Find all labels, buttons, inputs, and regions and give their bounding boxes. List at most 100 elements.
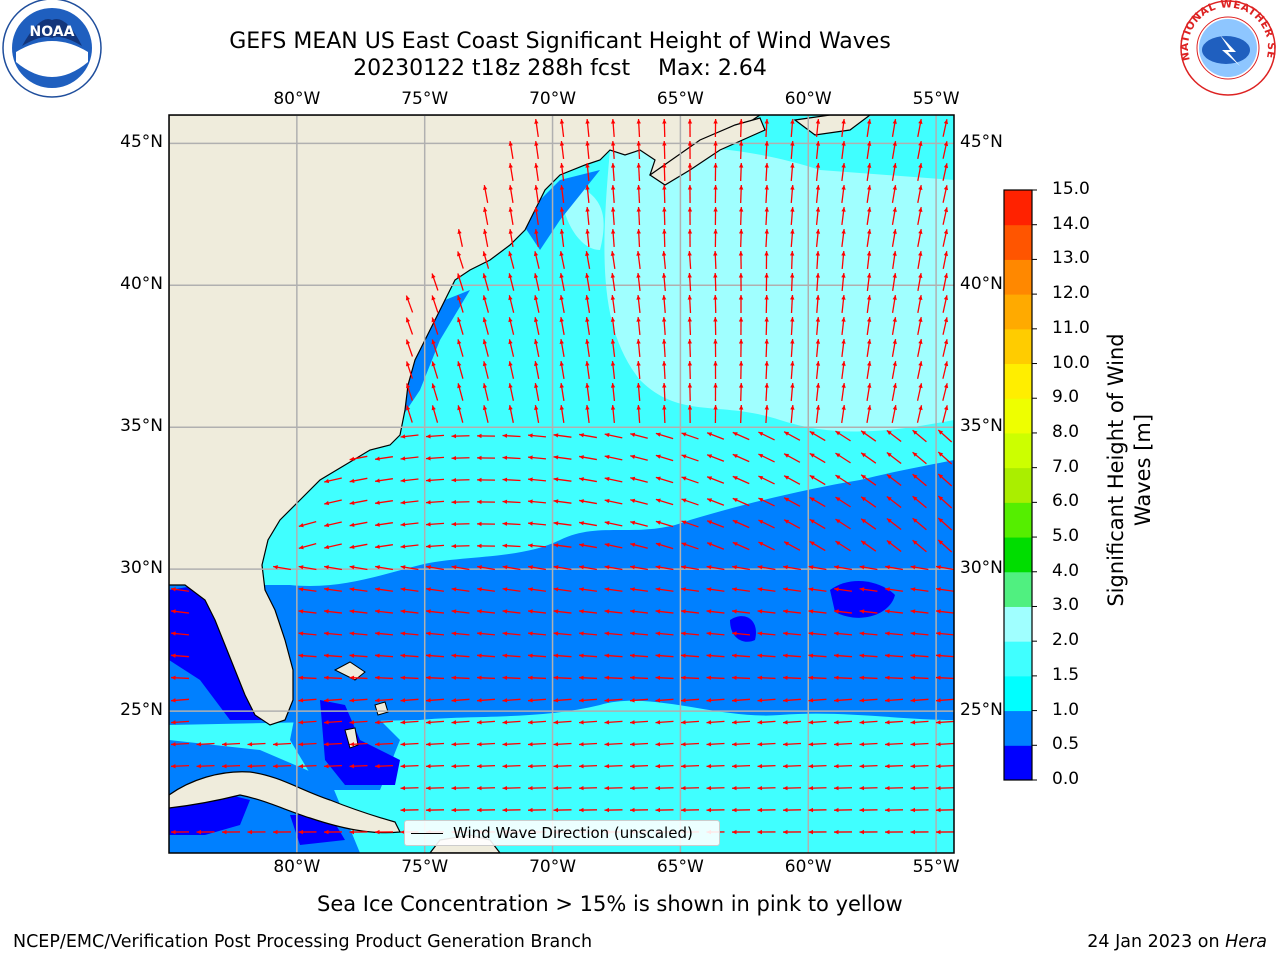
wind-wave-arrow: [916, 405, 923, 423]
wind-wave-arrow: [323, 587, 343, 592]
wind-wave-arrow: [764, 382, 769, 402]
wind-wave-arrow: [425, 720, 445, 725]
wind-wave-arrow: [451, 742, 470, 747]
wind-wave-arrow: [891, 141, 897, 159]
wind-wave-arrow: [400, 500, 419, 505]
colorbar-tick-label: 0.5: [1052, 734, 1080, 755]
wind-wave-arrow: [425, 544, 445, 549]
wind-wave-arrow: [808, 764, 827, 769]
wind-wave-arrow: [400, 544, 419, 549]
wind-wave-arrow: [790, 294, 795, 314]
wind-wave-arrow: [662, 382, 667, 402]
wind-wave-arrow: [891, 273, 897, 291]
wind-wave-arrow: [604, 476, 623, 483]
wind-wave-arrow: [533, 339, 540, 357]
lon-tick-label: 70°W: [529, 857, 577, 877]
wind-wave-arrow: [935, 609, 954, 614]
colorbar-tick-label: 9.0: [1052, 387, 1080, 408]
wind-wave-arrow: [662, 360, 667, 380]
wind-wave-arrow: [808, 807, 827, 813]
wind-wave-arrow: [247, 829, 266, 835]
wind-wave-arrow: [457, 383, 464, 401]
wind-wave-arrow: [508, 273, 515, 291]
wind-wave-arrow: [680, 807, 700, 813]
wind-wave-arrow: [323, 631, 343, 636]
wind-wave-arrow: [604, 498, 623, 505]
colorbar-label: Significant Height of Wind Waves [m]: [1100, 300, 1160, 640]
wind-wave-arrow: [425, 653, 445, 658]
wind-wave-arrow: [790, 316, 795, 336]
wind-wave-arrow: [451, 477, 470, 483]
wind-wave-arrow: [585, 295, 591, 313]
wind-wave-arrow: [502, 499, 521, 504]
wind-wave-arrow: [713, 338, 718, 358]
wind-wave-arrow: [884, 829, 904, 835]
wind-wave-arrow: [783, 519, 801, 529]
lat-tick-label: 35°N: [960, 416, 1003, 437]
wind-wave-arrow: [764, 360, 769, 380]
wind-wave-arrow: [833, 587, 853, 592]
wind-wave-arrow: [866, 383, 872, 401]
wind-wave-arrow: [610, 140, 616, 160]
wind-wave-arrow: [451, 807, 470, 813]
wind-wave-arrow: [527, 521, 547, 526]
wind-wave-arrow: [502, 675, 521, 680]
colorbar-segment: [1004, 294, 1032, 330]
wind-wave-arrow: [917, 317, 923, 335]
wind-wave-arrow: [886, 496, 902, 508]
colorbar-tick-label: 11.0: [1052, 317, 1090, 338]
wind-wave-arrow: [732, 565, 750, 571]
wind-wave-arrow: [937, 429, 953, 443]
wind-wave-arrow: [738, 404, 744, 424]
wind-wave-arrow: [579, 565, 597, 571]
wind-wave-arrow: [585, 317, 591, 335]
wind-wave-arrow: [298, 565, 317, 571]
wind-wave-arrow: [170, 698, 190, 703]
wind-wave-arrow: [809, 540, 826, 552]
wind-wave-arrow: [706, 764, 725, 769]
wind-wave-arrow: [815, 316, 821, 336]
wind-wave-arrow: [534, 206, 539, 226]
wind-wave-arrow: [859, 829, 878, 835]
wind-wave-arrow: [457, 405, 464, 423]
wind-wave-arrow: [655, 587, 674, 592]
wind-wave-arrow: [789, 250, 795, 270]
wind-wave-arrow: [527, 698, 547, 703]
wind-wave-arrow: [783, 453, 801, 463]
wind-wave-arrow: [661, 272, 667, 292]
wind-wave-arrow: [680, 742, 700, 747]
wind-wave-arrow: [782, 807, 802, 813]
wind-wave-arrow: [604, 520, 623, 527]
wind-wave-arrow: [731, 675, 751, 680]
wind-wave-arrow: [942, 185, 949, 203]
map-frame: [168, 114, 955, 854]
wind-wave-arrow: [917, 273, 923, 291]
colorbar-segment: [1004, 259, 1032, 295]
wind-wave-arrow: [935, 764, 954, 769]
wave-region-high: [604, 146, 954, 432]
legend-line-icon: [411, 832, 443, 834]
wind-wave-arrow: [790, 118, 795, 138]
wind-wave-arrow: [808, 631, 827, 636]
wind-wave-arrow: [527, 764, 547, 769]
wind-wave-arrow: [866, 141, 872, 159]
wind-wave-arrow: [553, 653, 572, 658]
svg-text:NATIONAL WEATHER SERVICE: NATIONAL WEATHER SERVICE: [0, 0, 1277, 62]
wind-wave-arrow: [527, 675, 547, 680]
wind-wave-arrow: [579, 521, 597, 527]
land-cuba: [169, 771, 401, 834]
wind-wave-arrow: [400, 522, 419, 527]
wind-wave-arrow: [884, 609, 904, 614]
wind-wave-arrow: [451, 653, 470, 658]
wind-wave-arrow: [841, 294, 846, 314]
wind-wave-arrow: [636, 162, 641, 182]
wind-wave-arrow: [374, 720, 394, 725]
wind-wave-arrow: [815, 338, 821, 358]
wind-wave-arrow: [757, 764, 776, 769]
wind-wave-arrow: [942, 119, 949, 137]
wind-wave-arrow: [910, 742, 929, 747]
wind-wave-arrow: [859, 764, 878, 769]
wind-wave-arrow: [731, 631, 751, 636]
wind-wave-arrow: [610, 316, 616, 336]
colorbar-tick-label: 6.0: [1052, 491, 1080, 512]
